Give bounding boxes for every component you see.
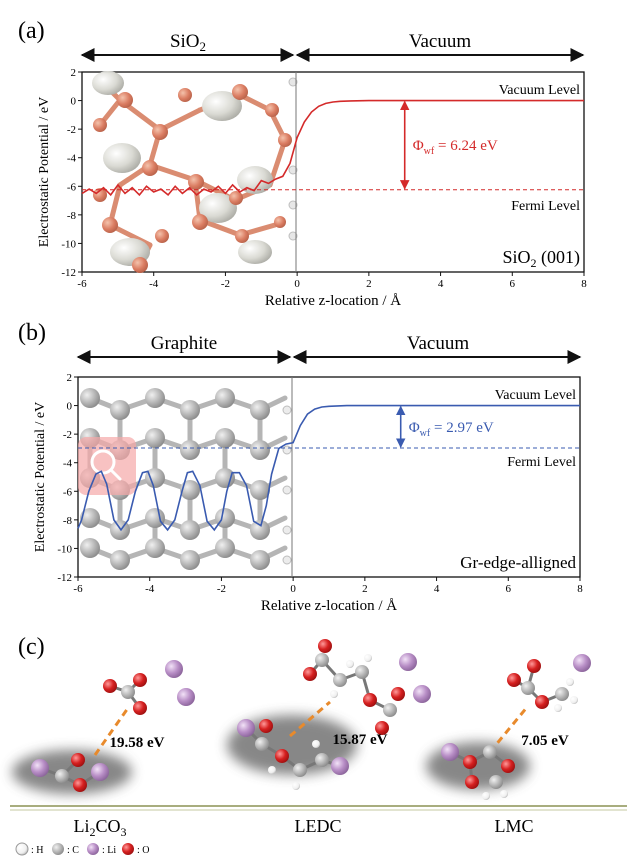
- region-label-vacuum-a: Vacuum: [409, 31, 471, 52]
- y-tick-label: 2: [71, 67, 77, 79]
- molecule-name-lmc: LMC: [494, 816, 533, 836]
- x-tick-label: 8: [577, 583, 583, 595]
- region-label-sio2: SiO2: [170, 31, 206, 54]
- x-tick-label: 8: [581, 278, 587, 290]
- work-function-label-b: Φwf = 2.97 eV: [409, 420, 494, 439]
- work-function-label-a: Φwf = 6.24 eV: [413, 138, 498, 157]
- y-tick-label: -12: [61, 267, 76, 279]
- panel-a: (a) SiO2 Vacuum: [18, 18, 587, 309]
- y-tick-label: -2: [63, 429, 72, 441]
- y-axis-label-b: Electrostatic Potential / eV: [33, 402, 48, 552]
- interaction-line-2: [289, 700, 331, 738]
- x-axis-label-b: Relative z-location / Å: [261, 598, 397, 614]
- y-axis-label-a: Electrostatic Potential / eV: [37, 97, 52, 247]
- y-tick-label: -10: [57, 543, 72, 555]
- molecule-name-li2co3: Li2CO3: [73, 816, 126, 839]
- binding-energy-2: 15.87 eV: [333, 732, 388, 748]
- y-tick-label: -4: [63, 458, 73, 470]
- x-tick-label: 0: [290, 583, 296, 595]
- axis-ticks-b: -6 -4 -2 0 2 4 6 8 2 0 -2 -4 -6 -8 -10 -12: [57, 372, 583, 595]
- y-tick-label: 0: [71, 96, 77, 108]
- binding-energy-1: 19.58 eV: [110, 735, 165, 751]
- legend-c-icon: [52, 843, 64, 855]
- x-tick-label: -4: [145, 583, 155, 595]
- x-tick-label: 6: [510, 278, 516, 290]
- x-tick-label: 2: [366, 278, 372, 290]
- y-tick-label: -6: [63, 486, 73, 498]
- x-tick-label: 2: [362, 583, 368, 595]
- x-tick-label: -6: [73, 583, 83, 595]
- binding-energy-3: 7.05 eV: [521, 733, 569, 749]
- legend-li-label: : Li: [102, 845, 116, 856]
- system-label-b: Gr-edge-alligned: [460, 553, 576, 572]
- x-tick-label: 6: [506, 583, 512, 595]
- region-label-graphite: Graphite: [151, 333, 217, 354]
- panel-label-b: (b): [18, 320, 46, 346]
- y-tick-label: -2: [67, 124, 76, 136]
- x-tick-label: -4: [149, 278, 159, 290]
- y-tick-label: -8: [63, 515, 73, 527]
- interaction-line-1: [93, 707, 130, 756]
- y-tick-label: -10: [61, 238, 76, 250]
- molecule-ledc: 15.87 eV: [227, 639, 431, 790]
- axis-ticks-a: -6 -4 -2 0 2 4 6 8 2 0 -2 -4 -6 -8 -10 -12: [61, 67, 587, 290]
- legend-li-icon: [87, 843, 99, 855]
- x-tick-label: -6: [77, 278, 87, 290]
- plot-frame-a: [81, 71, 585, 273]
- panel-b: (b) Graphite Vacuum: [18, 320, 583, 614]
- y-tick-label: 0: [67, 401, 73, 413]
- legend-c-label: : C: [67, 845, 79, 856]
- y-tick-label: 2: [67, 372, 73, 384]
- region-label-vacuum-b: Vacuum: [407, 333, 469, 354]
- x-tick-label: 4: [434, 583, 440, 595]
- legend-h-label: : H: [31, 845, 44, 856]
- y-tick-label: -12: [57, 572, 72, 584]
- molecule-li2co3: 19.58 eV: [12, 660, 195, 794]
- legend-h-icon: [15, 842, 29, 856]
- vacuum-level-label-a: Vacuum Level: [499, 83, 580, 98]
- y-tick-label: -4: [67, 153, 77, 165]
- legend-o-label: : O: [137, 845, 150, 856]
- y-tick-label: -8: [67, 210, 77, 222]
- y-tick-label: -6: [67, 181, 77, 193]
- atom-legend: : H : C : Li : O: [15, 842, 150, 856]
- interaction-line-3: [488, 705, 530, 753]
- fermi-level-label-a: Fermi Level: [511, 199, 580, 214]
- molecule-lmc: 7.05 eV: [426, 654, 591, 800]
- fermi-level-label-b: Fermi Level: [507, 455, 576, 470]
- x-tick-label: -2: [217, 583, 226, 595]
- x-tick-label: -2: [221, 278, 230, 290]
- legend-o-icon: [122, 843, 134, 855]
- x-tick-label: 4: [438, 278, 444, 290]
- potential-curve-a: [81, 99, 584, 197]
- panel-c: (c) 19.58 eV: [10, 634, 627, 856]
- sio2-structure-illustration: [92, 71, 298, 273]
- system-label-a: SiO2 (001): [502, 247, 580, 270]
- panel-label-a: (a): [18, 18, 45, 44]
- panel-label-c: (c): [18, 634, 45, 660]
- vacuum-level-label-b: Vacuum Level: [495, 388, 576, 403]
- x-axis-label-a: Relative z-location / Å: [265, 293, 401, 309]
- molecule-name-ledc: LEDC: [295, 816, 342, 836]
- potential-curve-b: [77, 404, 580, 532]
- x-tick-label: 0: [294, 278, 300, 290]
- graphite-structure-illustration: [78, 388, 292, 570]
